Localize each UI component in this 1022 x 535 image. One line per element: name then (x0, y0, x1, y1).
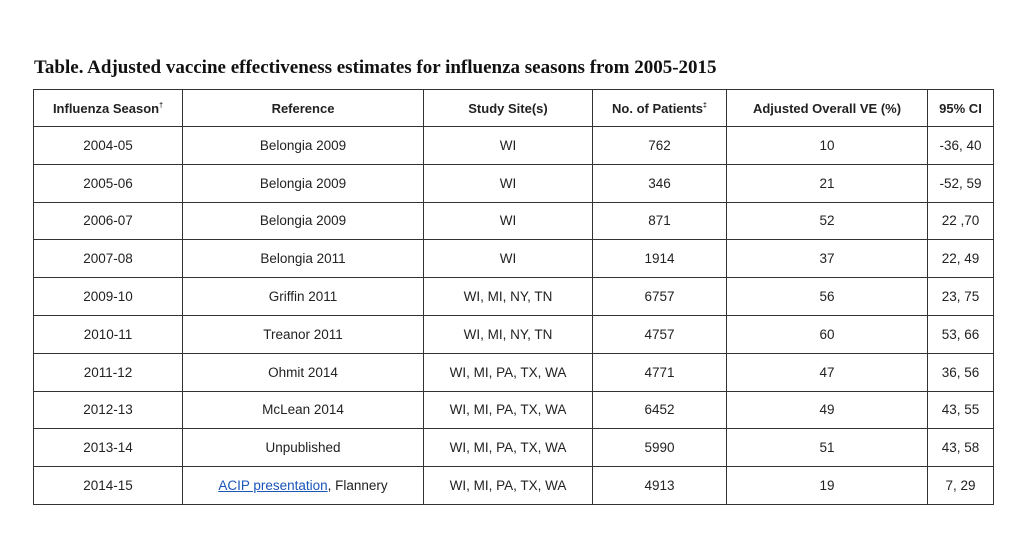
table-header-row: Influenza Season† Reference Study Site(s… (33, 89, 994, 127)
cell-95-ci: 23, 75 (927, 277, 994, 316)
cell-study-sites: WI (423, 239, 593, 279)
cell-patients: 871 (592, 201, 727, 241)
table-row: 2012-13 McLean 2014 WI, MI, PA, TX, WA 6452… (33, 390, 994, 430)
header-patients-label: No. of Patients (612, 100, 704, 116)
header-adjusted-ve: Adjusted Overall VE (%) (726, 89, 928, 127)
table-row: 2013-14 Unpublished WI, MI, PA, TX, WA 5990… (33, 428, 994, 468)
cell-study-sites: WI (423, 126, 593, 165)
table-row: 2014-15 ACIP presentation, Flannery WI, MI… (33, 466, 994, 505)
cell-95-ci: 22 ,70 (927, 201, 994, 241)
cell-adjusted-ve: 19 (726, 466, 928, 505)
table-row: 2006-07 Belongia 2009 WI 871 52 22 ,70 (33, 201, 994, 241)
cell-patients: 762 (592, 126, 727, 165)
cell-patients: 5990 (592, 428, 727, 468)
cell-adjusted-ve: 21 (726, 163, 928, 203)
cell-95-ci: 43, 55 (927, 390, 994, 430)
header-95-ci: 95% CI (927, 89, 994, 127)
cell-95-ci: 7, 29 (927, 466, 994, 505)
header-patients-footnote-mark: ‡ (703, 102, 707, 110)
cell-patients: 6757 (592, 277, 727, 316)
header-reference: Reference (182, 89, 424, 127)
cell-study-sites: WI, MI, PA, TX, WA (423, 390, 593, 430)
cell-season: 2014-15 (33, 466, 183, 505)
cell-adjusted-ve: 49 (726, 390, 928, 430)
cell-study-sites: WI (423, 163, 593, 203)
cell-reference: Belongia 2009 (182, 201, 424, 241)
cell-adjusted-ve: 37 (726, 239, 928, 279)
cell-study-sites: WI (423, 201, 593, 241)
cell-adjusted-ve: 10 (726, 126, 928, 165)
table-row: 2004-05 Belongia 2009 WI 762 10 -36, 40 (33, 126, 994, 165)
cell-study-sites: WI, MI, PA, TX, WA (423, 466, 593, 505)
cell-adjusted-ve: 56 (726, 277, 928, 316)
cell-reference: McLean 2014 (182, 390, 424, 430)
cell-season: 2009-10 (33, 277, 183, 316)
cell-study-sites: WI, MI, NY, TN (423, 314, 593, 354)
cell-95-ci: 43, 58 (927, 428, 994, 468)
cell-season: 2012-13 (33, 390, 183, 430)
cell-reference: Ohmit 2014 (182, 352, 424, 392)
cell-reference: Griffin 2011 (182, 277, 424, 316)
cell-95-ci: 22, 49 (927, 239, 994, 279)
cell-patients: 6452 (592, 390, 727, 430)
cell-study-sites: WI, MI, PA, TX, WA (423, 352, 593, 392)
header-influenza-season: Influenza Season† (33, 89, 183, 127)
cell-patients: 4757 (592, 314, 727, 354)
table-row: 2011-12 Ohmit 2014 WI, MI, PA, TX, WA 4771 4… (33, 352, 994, 392)
cell-95-ci: 36, 56 (927, 352, 994, 392)
cell-adjusted-ve: 47 (726, 352, 928, 392)
cell-reference: ACIP presentation, Flannery (182, 466, 424, 505)
cell-adjusted-ve: 51 (726, 428, 928, 468)
cell-season: 2011-12 (33, 352, 183, 392)
cell-season: 2005-06 (33, 163, 183, 203)
cell-reference: Belongia 2011 (182, 239, 424, 279)
cell-reference: Unpublished (182, 428, 424, 468)
cell-adjusted-ve: 52 (726, 201, 928, 241)
cell-95-ci: -52, 59 (927, 163, 994, 203)
acip-presentation-link[interactable]: ACIP presentation (218, 478, 328, 494)
table-body: 2004-05 Belongia 2009 WI 762 10 -36, 40 2005-0… (33, 126, 994, 505)
cell-adjusted-ve: 60 (726, 314, 928, 354)
cell-patients: 4771 (592, 352, 727, 392)
cell-season: 2004-05 (33, 126, 183, 165)
cell-reference: Belongia 2009 (182, 163, 424, 203)
table-row: 2007-08 Belongia 2011 WI 1914 37 22, 49 (33, 239, 994, 279)
header-season-label: Influenza Season (52, 100, 160, 116)
cell-95-ci: 53, 66 (927, 314, 994, 354)
table-row: 2009-10 Griffin 2011 WI, MI, NY, TN 6757 56 2… (33, 277, 994, 316)
reference-suffix: , Flannery (327, 478, 388, 494)
cell-study-sites: WI, MI, NY, TN (423, 277, 593, 316)
cell-reference: Treanor 2011 (182, 314, 424, 354)
table-title: Table. Adjusted vaccine effectiveness es… (34, 57, 717, 78)
cell-patients: 4913 (592, 466, 727, 505)
cell-season: 2007-08 (33, 239, 183, 279)
table-row: 2010-11 Treanor 2011 WI, MI, NY, TN 4757 60 5… (33, 314, 994, 354)
cell-season: 2006-07 (33, 201, 183, 241)
header-no-of-patients: No. of Patients‡ (592, 89, 727, 127)
header-season-footnote-mark: † (159, 102, 164, 110)
cell-study-sites: WI, MI, PA, TX, WA (423, 428, 593, 468)
cell-reference: Belongia 2009 (182, 126, 424, 165)
header-study-sites: Study Site(s) (423, 89, 593, 127)
ve-table: Influenza Season† Reference Study Site(s… (33, 89, 994, 505)
cell-patients: 346 (592, 163, 727, 203)
cell-season: 2013-14 (33, 428, 183, 468)
cell-95-ci: -36, 40 (927, 126, 994, 165)
table-row: 2005-06 Belongia 2009 WI 346 21 -52, 59 (33, 163, 994, 203)
cell-patients: 1914 (592, 239, 727, 279)
cell-season: 2010-11 (33, 314, 183, 354)
